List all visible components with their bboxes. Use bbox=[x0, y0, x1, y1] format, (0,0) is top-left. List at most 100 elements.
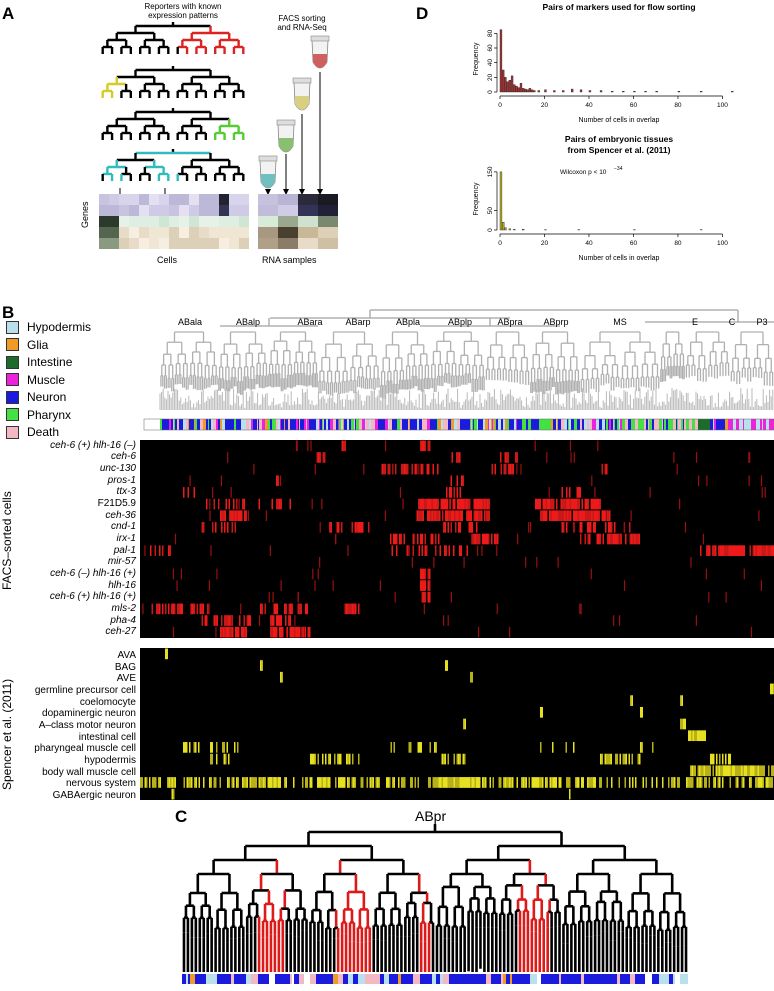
facs-cell bbox=[576, 487, 578, 498]
x-tick-label: 20 bbox=[541, 240, 549, 247]
cell-type-strip-segment bbox=[457, 419, 460, 430]
cell-type-strip-segment bbox=[574, 419, 577, 430]
facs-cell bbox=[431, 498, 433, 510]
spencer-cell bbox=[641, 706, 643, 718]
cell-type-strip-segment bbox=[664, 419, 666, 430]
spencer-cell bbox=[393, 777, 395, 788]
facs-cell bbox=[297, 626, 299, 638]
spencer-cell bbox=[701, 730, 703, 742]
facs-cell bbox=[567, 510, 569, 522]
facs-cell bbox=[272, 591, 274, 603]
cell-type-strip-segment bbox=[577, 419, 580, 430]
cell-type-strip-segment bbox=[545, 419, 548, 430]
spencer-cell bbox=[314, 753, 316, 765]
facs-cell bbox=[599, 533, 601, 545]
facs-cell bbox=[468, 522, 470, 533]
cell-type-strip-segment bbox=[557, 419, 558, 430]
lineage-label: ABpra bbox=[497, 317, 522, 327]
facs-cell bbox=[606, 463, 608, 475]
cell-type-strip-segment bbox=[213, 974, 217, 984]
facs-cell bbox=[180, 603, 182, 615]
cell-type-strip-segment bbox=[753, 419, 756, 430]
spencer-row-label: pharyngeal muscle cell bbox=[34, 743, 136, 755]
facs-cell bbox=[288, 615, 290, 626]
spencer-cell bbox=[149, 777, 151, 788]
facs-cell bbox=[577, 510, 579, 522]
spencer-cell bbox=[347, 777, 349, 788]
legend-swatch bbox=[6, 320, 19, 334]
cell-type-strip-segment bbox=[475, 974, 481, 984]
cell-type-strip-segment bbox=[711, 419, 713, 430]
spencer-cell bbox=[420, 742, 422, 753]
facs-cell bbox=[560, 498, 562, 510]
facs-cell bbox=[201, 522, 203, 533]
cell-type-strip-segment bbox=[531, 419, 534, 430]
spencer-cell bbox=[618, 777, 620, 788]
cell-type-strip-segment bbox=[537, 419, 539, 430]
facs-cell bbox=[230, 487, 232, 498]
legend-swatch bbox=[6, 355, 19, 369]
cell-type-strip-segment bbox=[736, 419, 739, 430]
spencer-cell bbox=[551, 777, 553, 788]
cell-type-strip-segment bbox=[568, 974, 573, 984]
facs-cell bbox=[436, 498, 438, 510]
facs-cell bbox=[562, 510, 564, 522]
spencer-cell bbox=[591, 777, 593, 788]
spencer-cell bbox=[749, 777, 751, 788]
cell-type-strip-segment bbox=[584, 419, 587, 430]
spencer-cell bbox=[762, 765, 764, 777]
histogram-bar bbox=[528, 88, 532, 93]
facs-cell bbox=[180, 568, 183, 580]
facs-cell bbox=[730, 545, 732, 556]
facs-cell bbox=[504, 452, 506, 463]
cell-type-strip-segment bbox=[516, 419, 517, 430]
facs-cell bbox=[435, 545, 437, 556]
spencer-cell bbox=[441, 753, 443, 765]
spencer-cell bbox=[721, 765, 723, 777]
spencer-cell bbox=[587, 777, 589, 788]
spencer-cell bbox=[680, 695, 682, 706]
facs-cell bbox=[749, 452, 751, 463]
cell-type-strip-segment bbox=[673, 419, 676, 430]
spencer-cell bbox=[444, 753, 446, 765]
cell-type-strip-segment bbox=[232, 419, 234, 430]
spencer-cell bbox=[624, 753, 626, 765]
facs-cell bbox=[171, 603, 173, 615]
legend-label: Pharynx bbox=[27, 407, 72, 422]
histogram-bar bbox=[537, 90, 540, 93]
spencer-cell bbox=[708, 777, 710, 788]
spencer-cell bbox=[569, 788, 571, 800]
facs-cell bbox=[418, 545, 420, 556]
facs-cell bbox=[548, 487, 550, 498]
spencer-cell bbox=[362, 777, 364, 788]
facs-cell bbox=[430, 510, 432, 522]
spencer-cell bbox=[756, 765, 758, 777]
x-tick-label: 100 bbox=[717, 102, 728, 109]
cell-type-strip-segment bbox=[660, 419, 662, 430]
facs-cell bbox=[471, 533, 473, 545]
cell-type-strip-segment bbox=[772, 419, 774, 430]
facs-cell bbox=[274, 626, 276, 638]
histogram-bar bbox=[499, 29, 503, 93]
facs-cell bbox=[483, 533, 485, 545]
facs-cell bbox=[540, 510, 542, 522]
spencer-cell bbox=[711, 753, 713, 765]
facs-cell bbox=[444, 522, 446, 533]
facs-cell bbox=[579, 603, 581, 615]
facs-cell bbox=[318, 452, 320, 463]
facs-cell bbox=[341, 522, 343, 533]
facs-cell bbox=[273, 626, 275, 638]
spencer-cell bbox=[171, 777, 173, 788]
facs-cell bbox=[453, 487, 455, 498]
cell-type-strip-segment bbox=[443, 974, 449, 984]
spencer-cell bbox=[555, 777, 557, 788]
cell-type-strip-segment bbox=[222, 974, 227, 984]
histogram-bar bbox=[570, 88, 574, 93]
cell-type-strip-segment bbox=[437, 419, 438, 430]
facs-cell bbox=[213, 498, 215, 510]
facs-cell bbox=[243, 498, 245, 510]
facs-cell bbox=[314, 580, 316, 591]
spencer-cell bbox=[689, 777, 691, 788]
facs-cell bbox=[460, 510, 462, 522]
spencer-cell bbox=[293, 777, 295, 788]
